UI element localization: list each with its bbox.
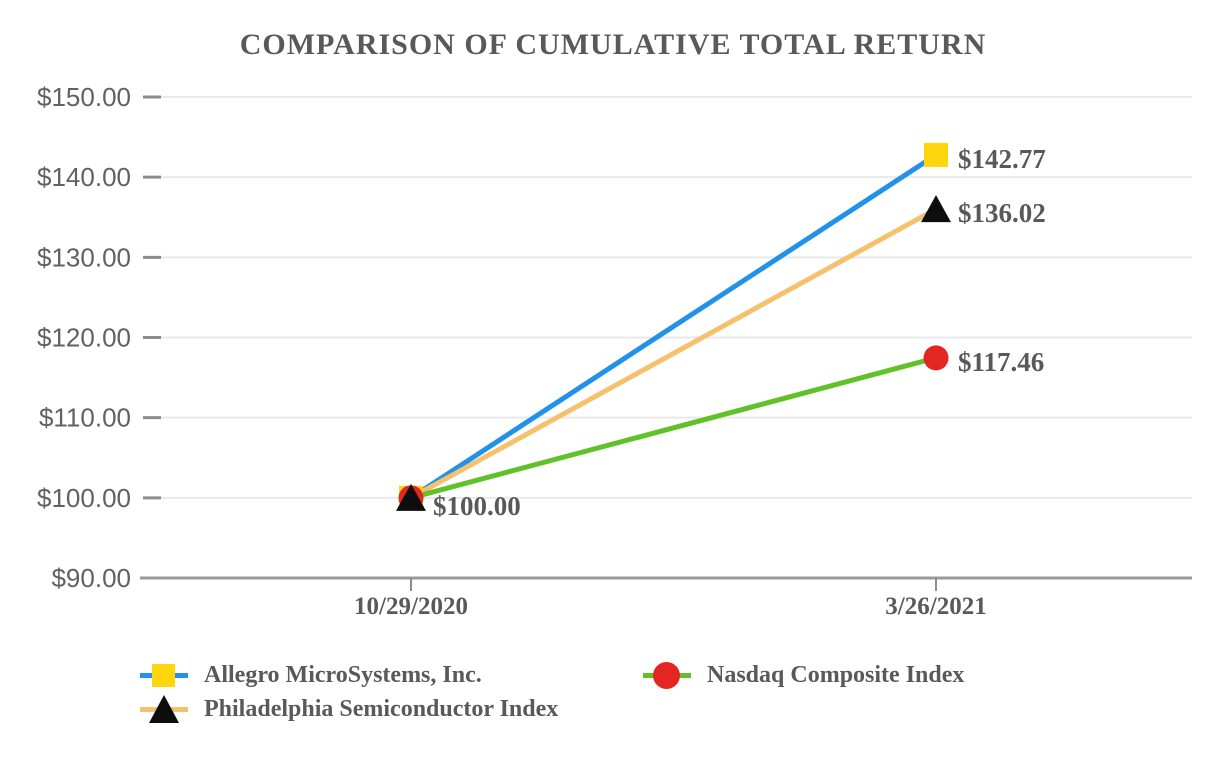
legend-item: Allegro MicroSystems, Inc.	[140, 659, 643, 691]
legend-shape-triangle	[149, 695, 179, 723]
legend: Allegro MicroSystems, Inc. Nasdaq Composi…	[140, 659, 964, 725]
legend-label: Nasdaq Composite Index	[707, 661, 965, 688]
legend-item: Philadelphia Semiconductor Index	[140, 693, 643, 725]
legend-shape-square	[152, 664, 175, 687]
y-tick-label: $130.00	[37, 242, 131, 272]
legend-label: Allegro MicroSystems, Inc.	[204, 661, 482, 688]
x-tick-label: 3/26/2021	[885, 593, 986, 620]
point-value-label: $136.02	[958, 198, 1046, 228]
marker-square-icon	[924, 142, 948, 167]
point-value-label: $142.77	[958, 144, 1046, 174]
legend-label: Philadelphia Semiconductor Index	[204, 695, 559, 722]
legend-item: Nasdaq Composite Index	[643, 659, 964, 691]
point-value-label: $117.46	[958, 347, 1044, 377]
legend-shape-circle	[653, 662, 680, 689]
legend-square-icon	[140, 659, 188, 691]
y-tick-label: $120.00	[37, 323, 131, 353]
y-tick-label: $100.00	[37, 483, 131, 513]
marker-triangle-icon	[921, 195, 951, 223]
series-line	[410, 355, 937, 501]
y-tick-label: $150.00	[37, 82, 131, 112]
legend-circle-icon	[643, 659, 691, 691]
y-tick-label: $110.00	[39, 403, 131, 433]
chart-title: COMPARISON OF CUMULATIVE TOTAL RETURN	[239, 28, 987, 61]
x-tick-label: 10/29/2020	[354, 593, 468, 620]
series-line	[409, 152, 938, 500]
y-tick-label: $90.00	[51, 563, 131, 593]
legend-triangle-icon	[140, 693, 188, 725]
y-tick-label: $140.00	[37, 162, 131, 192]
marker-circle-icon	[923, 345, 949, 371]
series-line	[409, 206, 938, 501]
point-value-label: $100.00	[433, 491, 521, 521]
marker-triangle-icon	[396, 483, 426, 511]
